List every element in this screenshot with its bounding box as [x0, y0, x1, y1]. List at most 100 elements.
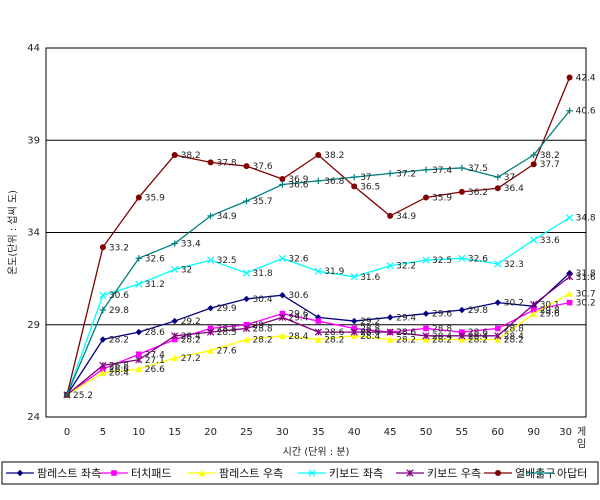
data-label: 26.8	[109, 361, 129, 371]
x-tick-label: 60	[491, 427, 504, 438]
marker-diamond	[243, 295, 250, 303]
marker-square	[279, 310, 286, 317]
data-label: 37	[360, 173, 371, 183]
data-label: 35.7	[253, 197, 273, 207]
data-label: 32.3	[504, 260, 524, 270]
data-label: 28.6	[145, 328, 165, 338]
marker-circle	[315, 152, 322, 159]
y-axis-label: 온도(단위 : 섭씨 도)	[6, 190, 19, 275]
marker-square	[111, 470, 117, 476]
marker-diamond	[16, 469, 24, 477]
marker-circle	[243, 163, 250, 170]
marker-circle	[458, 188, 465, 195]
data-label: 36.4	[504, 184, 524, 194]
x-tick-label: 20	[204, 427, 217, 438]
x-tick-label: 30	[276, 427, 289, 438]
gridlines	[45, 47, 587, 418]
data-label: 29.4	[288, 313, 308, 323]
data-label: 26.6	[145, 365, 165, 375]
data-label: 31.2	[145, 280, 165, 290]
data-label: 30.6	[109, 291, 129, 301]
marker-x	[308, 469, 316, 477]
data-label: 36.5	[360, 182, 380, 192]
data-label: 33.6	[540, 236, 560, 246]
marker-diamond	[494, 299, 501, 306]
marker-triangle	[243, 336, 250, 343]
series-lines	[63, 74, 574, 399]
marker-triangle	[351, 332, 358, 340]
x-axis-label: 시간 (단위 : 분)	[283, 445, 350, 458]
marker-square	[243, 321, 250, 328]
data-label: 35.9	[145, 193, 165, 203]
data-label: 29.2	[181, 317, 201, 327]
data-label: 28.2	[468, 336, 488, 346]
x-tick-label: 45	[384, 427, 397, 438]
marker-square	[459, 329, 465, 335]
y-tick-label: 44	[27, 43, 40, 54]
marker-plus	[135, 255, 142, 262]
marker-x	[314, 267, 322, 275]
marker-square	[566, 299, 573, 306]
marker-plus	[279, 181, 286, 188]
marker-square	[171, 336, 178, 343]
data-label: 27.6	[217, 347, 237, 357]
marker-star	[422, 332, 430, 340]
marker-star	[171, 332, 179, 340]
data-label: 29.4	[396, 313, 416, 323]
legend-label: 아답터	[557, 467, 587, 480]
x-tick-label: 25	[240, 427, 253, 438]
marker-circle	[351, 183, 358, 190]
marker-circle	[207, 159, 214, 166]
y-tick-label: 29	[27, 320, 40, 331]
data-label: 28.8	[360, 324, 380, 334]
data-label: 26.6	[109, 365, 129, 375]
marker-plus	[171, 240, 178, 247]
marker-plus	[315, 177, 322, 185]
marker-plus	[536, 469, 544, 477]
marker-star	[406, 469, 414, 477]
x-tick-label: 0	[64, 427, 70, 438]
marker-diamond	[351, 317, 358, 325]
marker-x	[171, 265, 179, 274]
data-label: 29.8	[540, 306, 560, 316]
data-label: 29.9	[217, 304, 237, 314]
data-label: 28.4	[432, 332, 452, 342]
marker-plus	[243, 197, 250, 205]
data-label: 28.2	[432, 336, 452, 346]
marker-triangle	[207, 347, 214, 354]
marker-diamond	[207, 304, 214, 312]
data-label: 28.6	[468, 328, 488, 338]
marker-x	[278, 254, 287, 262]
marker-plus	[207, 212, 214, 220]
data-label: 28.6	[396, 328, 416, 338]
x-tick-label: 30	[559, 427, 572, 438]
legend: 팜레스트 좌측 터치패드 팜레스트 우측 키보드 좌측 키보드 우측 열배출구 아답터	[1, 461, 599, 485]
data-label: 28.5	[217, 328, 237, 338]
marker-x	[386, 262, 394, 270]
marker-star	[494, 332, 502, 340]
data-label: 27.4	[145, 350, 165, 360]
data-label: 28.4	[181, 332, 201, 342]
marker-x	[458, 254, 466, 262]
data-label: 28.4	[360, 332, 380, 342]
legend-label: 키보드 좌측	[329, 467, 383, 480]
data-label: 33.2	[109, 243, 129, 253]
y-tick-label: 39	[27, 135, 40, 146]
series-line	[66, 276, 570, 396]
marker-star	[242, 324, 251, 333]
marker-x	[242, 269, 251, 277]
x-tick-label: 게	[577, 426, 586, 438]
marker-square	[351, 325, 357, 332]
data-label: 37.6	[253, 162, 273, 172]
marker-circle	[423, 194, 429, 201]
data-label: 28.4	[504, 332, 524, 342]
data-label: 34.9	[396, 212, 416, 222]
data-label: 31.9	[324, 267, 344, 277]
marker-x	[135, 280, 143, 288]
data-label: 32.6	[288, 254, 308, 264]
y-tick-label: 24	[27, 412, 40, 423]
data-label: 38.2	[540, 151, 560, 161]
data-label: 26.4	[109, 369, 129, 379]
data-label: 32	[181, 265, 192, 275]
marker-diamond	[386, 314, 394, 321]
